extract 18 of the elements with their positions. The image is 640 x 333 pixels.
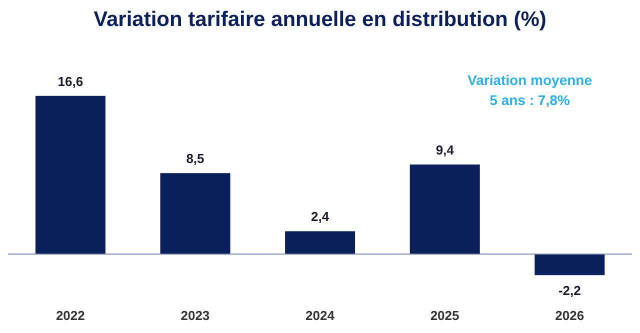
data-label: 16,6 [58, 74, 84, 89]
bar [35, 96, 106, 254]
text: Variation moyenne [468, 71, 592, 90]
data-label: -2,2 [558, 283, 581, 298]
data-label: 9,4 [436, 142, 455, 158]
x-tick-label: 2023 [180, 308, 210, 324]
bar [410, 164, 480, 254]
bar [285, 231, 356, 254]
annotation: 5 ans : 7,8% [488, 91, 571, 110]
x-tick-label: 2026 [555, 308, 584, 324]
x-tick-label: 2024 [306, 308, 336, 324]
x-tick-label: 2025 [430, 308, 460, 324]
data-label: 8,5 [186, 151, 204, 166]
bar [534, 254, 605, 276]
chart-title: Variation tarifaire annuelle en distribution (%) [92, 8, 548, 33]
data-label: 2,4 [311, 209, 330, 224]
x-tick-label: 2022 [56, 308, 85, 324]
bar [160, 173, 230, 254]
